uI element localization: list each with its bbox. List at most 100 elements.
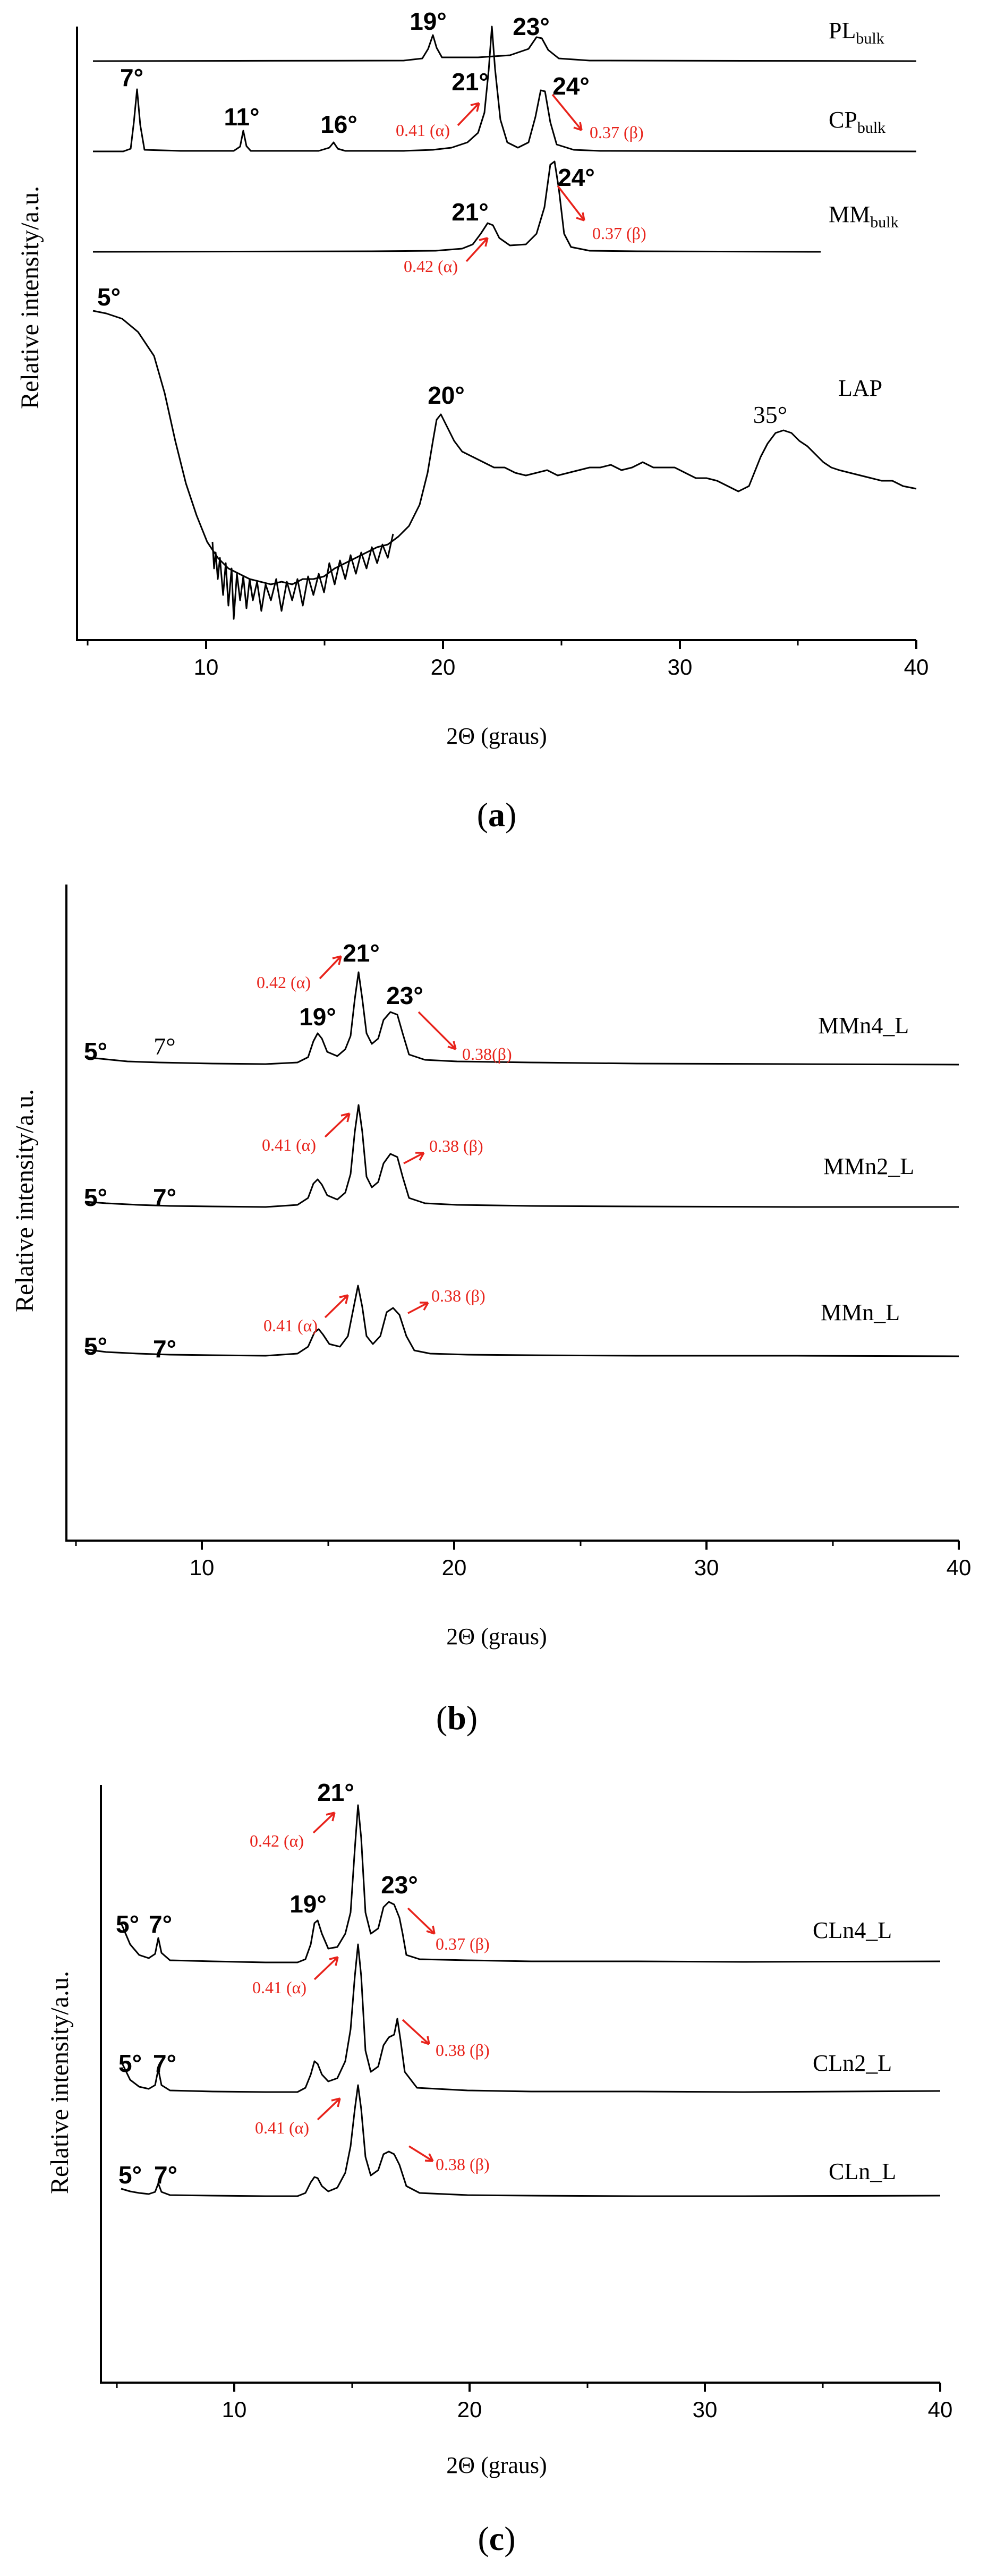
panel-a: 10 20 30 40 2Θ (graus) Relative intensit… [16,7,929,834]
trace-mmn4-l [84,971,959,1066]
peak-label: 23° [381,1871,418,1899]
peak-label: 11° [224,103,259,131]
axis-frame [76,27,916,641]
annotation-beta: 0.38 (β) [436,2041,490,2060]
y-axis-label: Relative intensity/a.u. [46,1971,74,2194]
annotation-beta: 0.38 (β) [429,1136,483,1155]
series-label: MMn4_L [818,1013,909,1039]
trace-mmn-l [84,1285,959,1357]
peak-label: 21° [452,68,489,96]
peak-label: 7° [154,1033,175,1060]
y-axis-label: Relative intensity/a.u. [11,1089,39,1312]
annotation-alpha: 0.42 (α) [250,1831,304,1850]
red-arrow [313,1956,339,1980]
red-arrow [324,1294,349,1319]
annotation-alpha: 0.41 (α) [262,1135,316,1154]
series-label: CLn_L [829,2158,896,2184]
annotation-beta: 0.38 (β) [436,2155,490,2174]
x-axis-label: 2Θ (graus) [446,2452,547,2478]
x-ticks [75,1541,960,1550]
peak-label: 5° [84,1184,107,1211]
peak-label: 5° [118,2050,142,2077]
trace-mmn2-l [84,1104,959,1208]
peak-label: 24° [558,164,595,191]
red-arrow [407,1302,429,1314]
peak-label: 5° [118,2161,142,2189]
axis-frame [100,1785,940,2384]
series-label: MMn2_L [823,1153,914,1179]
annotation-beta: 0.37 (β) [592,224,646,243]
x-tick-label: 40 [904,654,929,679]
peak-label: 7° [154,2161,177,2189]
peak-label: 23° [513,13,550,40]
peak-label: 16° [320,110,357,138]
x-tick-label: 40 [947,1555,972,1580]
annotation-alpha: 0.41 (α) [396,121,450,140]
peak-label: 19° [410,7,447,35]
red-arrow [418,1011,457,1050]
x-ticks [87,640,917,649]
x-tick-label: 10 [222,2397,247,2422]
panel-b: 10 20 30 40 2Θ (graus) Relative intensit… [11,885,971,1737]
trace-cp-bulk [93,25,917,152]
peak-label: 21° [452,198,489,226]
peak-label: 5° [84,1038,107,1065]
peak-label: 5° [116,1910,139,1938]
series-label-mm: MMbulk [829,201,899,231]
annotation-alpha: 0.41 (α) [263,1316,318,1335]
peak-label: 35° [753,401,787,428]
trace-lap [92,310,917,585]
red-arrow [312,1812,336,1834]
annotation-beta: 0.38(β) [462,1044,512,1064]
red-arrow [324,1112,351,1138]
axis-frame [65,885,959,1542]
peak-label: 5° [97,283,121,311]
red-arrow [557,185,585,222]
peak-label: 7° [149,1910,172,1938]
x-axis-label: 2Θ (graus) [446,723,547,749]
series-label: CLn4_L [813,1917,892,1943]
x-ticks [116,2383,941,2392]
annotation-alpha: 0.41 (α) [252,1978,306,1997]
panel-caption: (a) [477,796,517,834]
noise-lap [211,533,394,620]
red-arrow [402,2019,430,2045]
annotation-beta: 0.37 (β) [590,123,644,142]
peak-label: 19° [299,1003,336,1031]
x-tick-label: 20 [442,1555,467,1580]
peak-label: 21° [317,1779,354,1806]
annotation-alpha: 0.41 (α) [255,2118,309,2137]
series-label-cp: CPbulk [829,107,885,137]
y-axis-label: Relative intensity/a.u. [16,186,44,409]
peak-label: 19° [289,1890,327,1918]
peak-label: 5° [84,1332,107,1360]
trace-mm-bulk [92,160,821,253]
panel-caption: (c) [478,2520,515,2557]
series-label-pl: PLbulk [829,18,884,47]
peak-label: 20° [428,381,465,409]
trace-cln-l [121,2084,941,2197]
red-arrow [317,2097,341,2121]
peak-label: 23° [386,982,423,1009]
x-tick-label: 40 [928,2397,953,2422]
x-axis-label: 2Θ (graus) [446,1623,547,1650]
red-arrow [407,1907,436,1935]
series-label: MMn_L [821,1299,900,1325]
x-tick-label: 30 [693,2397,718,2422]
panel-c: 10 20 30 40 2Θ (graus) Relative intensit… [46,1779,952,2557]
x-tick-label: 10 [194,654,219,679]
x-tick-label: 30 [668,654,693,679]
annotation-beta: 0.38 (β) [431,1286,486,1305]
trace-cln2-l [120,1943,941,2093]
trace-pl-bulk [92,34,917,62]
peak-label: 7° [153,1335,176,1363]
peak-label: 24° [552,72,590,100]
red-arrow [403,1152,425,1164]
red-arrow [319,955,342,980]
x-tick-label: 10 [190,1555,215,1580]
red-arrow [465,237,489,262]
peak-label: 7° [120,64,143,91]
series-label: CLn2_L [813,2050,892,2076]
peak-label: 7° [153,1184,176,1211]
